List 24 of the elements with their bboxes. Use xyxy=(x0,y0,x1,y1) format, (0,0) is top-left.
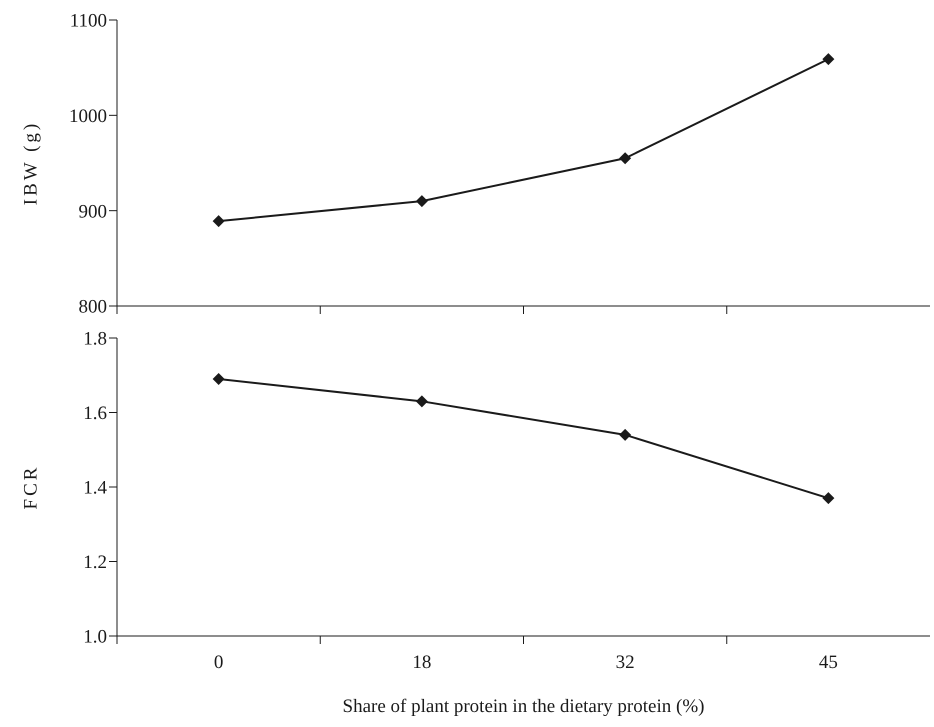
y-tick-label: 1.2 xyxy=(83,552,107,574)
y-axis-title: IBW (g) xyxy=(20,120,42,206)
y-tick-label: 1.0 xyxy=(83,626,107,648)
x-tick-label: 0 xyxy=(214,652,224,673)
y-tick-label: 1100 xyxy=(70,10,107,32)
x-tick-label: 18 xyxy=(412,652,432,673)
x-tick-label: 32 xyxy=(616,652,635,673)
point xyxy=(619,152,632,164)
point xyxy=(212,372,225,385)
y-tick-label: 900 xyxy=(78,201,107,222)
point xyxy=(416,195,428,208)
x-axis-title: Share of plant protein in the dietary protein (%) xyxy=(342,696,704,717)
y-tick-label: 1.6 xyxy=(83,403,107,424)
y-tick-label: 1.8 xyxy=(83,328,107,350)
point xyxy=(212,215,225,228)
y-axis-title: FCR xyxy=(20,464,42,510)
point xyxy=(416,395,428,408)
point xyxy=(822,492,834,504)
point xyxy=(619,428,632,441)
y-tick-label: 1000 xyxy=(69,106,107,128)
y-tick-label: 1.4 xyxy=(83,478,108,499)
point xyxy=(822,53,834,66)
y-tick-label: 800 xyxy=(78,296,107,318)
x-tick-label: 45 xyxy=(818,652,838,673)
